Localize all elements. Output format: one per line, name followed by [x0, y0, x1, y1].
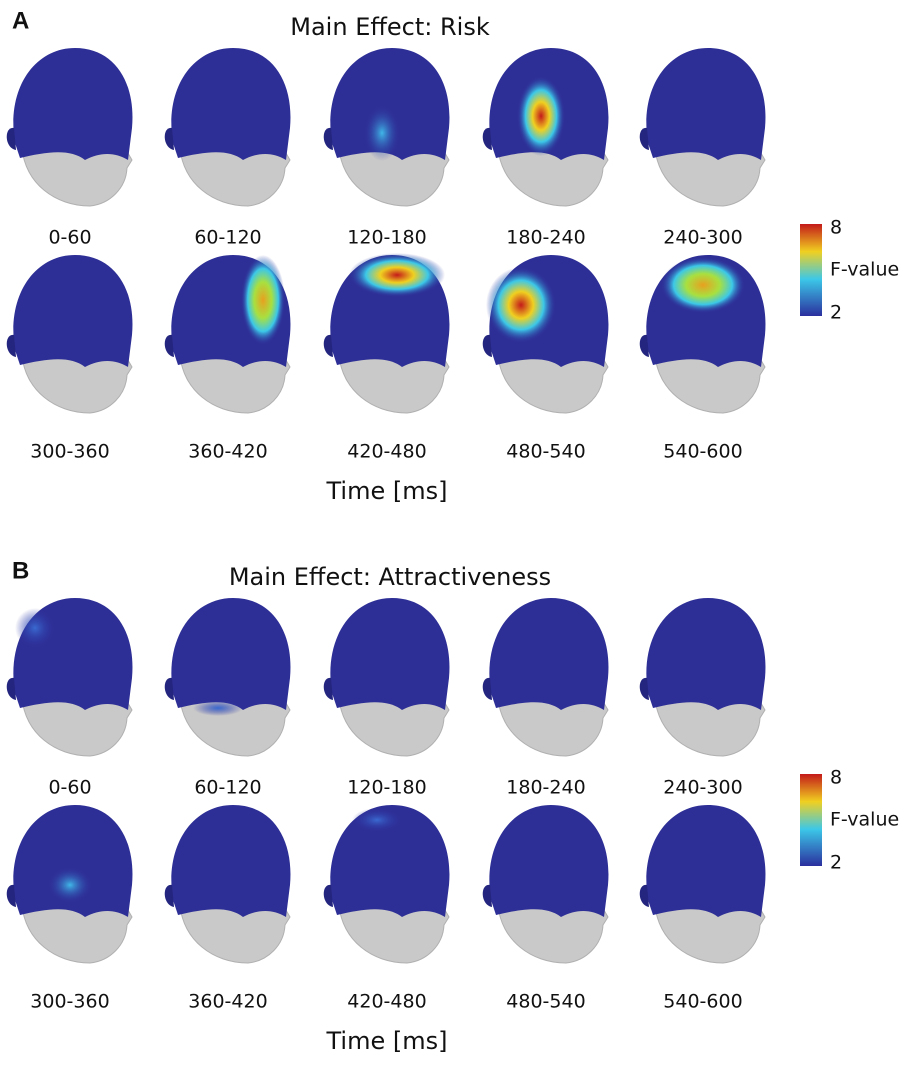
head-scalp	[646, 598, 765, 710]
activation	[241, 255, 285, 345]
head-map	[324, 48, 450, 206]
colorbar-min: 2	[830, 302, 842, 324]
head-face	[655, 905, 765, 963]
head-face	[22, 905, 132, 963]
colorbar	[800, 224, 822, 316]
colorbar-max: 8	[830, 767, 842, 789]
colorbar-max: 8	[830, 217, 842, 239]
head-face	[339, 148, 449, 206]
head-scalp	[646, 805, 765, 917]
axis-label: Time [ms]	[326, 477, 448, 505]
head-face	[180, 148, 290, 206]
head-map	[640, 48, 766, 206]
time-label: 300-360	[30, 991, 109, 1013]
head-scalp	[330, 598, 449, 710]
time-label: 420-480	[347, 441, 426, 463]
head-face	[339, 905, 449, 963]
time-label: 360-420	[188, 991, 267, 1013]
activation	[349, 253, 445, 297]
head-face	[22, 355, 132, 413]
colorbar-label: F-value	[830, 259, 899, 281]
colorbar	[800, 774, 822, 866]
head-map	[324, 253, 450, 413]
activation	[48, 867, 92, 903]
head-face	[339, 355, 449, 413]
colorbar-min: 2	[830, 852, 842, 874]
head-map	[640, 598, 766, 756]
time-label: 240-300	[663, 227, 742, 249]
time-label: 540-600	[663, 991, 742, 1013]
head-map	[640, 805, 766, 963]
head-map	[483, 48, 609, 206]
head-map	[165, 598, 291, 756]
head-face	[339, 698, 449, 756]
time-label: 420-480	[347, 991, 426, 1013]
activation	[661, 257, 745, 313]
axis-label: Time [ms]	[326, 1027, 448, 1055]
panel-letter: A	[12, 7, 29, 34]
activation	[364, 105, 400, 161]
head-face	[180, 905, 290, 963]
time-label: 480-540	[506, 441, 585, 463]
head-map	[165, 255, 291, 413]
head-map	[483, 255, 609, 413]
head-face	[498, 905, 608, 963]
head-face	[180, 355, 290, 413]
time-label: 240-300	[663, 777, 742, 799]
head-scalp	[13, 255, 132, 367]
time-label: 540-600	[663, 441, 742, 463]
activation	[15, 608, 55, 648]
time-label: 60-120	[194, 777, 261, 799]
activation	[517, 76, 565, 156]
head-map	[324, 598, 450, 756]
head-map	[640, 255, 766, 413]
head-map	[165, 805, 291, 963]
panel-letter: B	[12, 557, 29, 584]
panel-title: Main Effect: Risk	[290, 13, 490, 41]
head-map	[483, 805, 609, 963]
time-label: 60-120	[194, 227, 261, 249]
head-face	[498, 148, 608, 206]
panel-title: Main Effect: Attractiveness	[229, 563, 551, 591]
head-map	[324, 805, 450, 963]
time-label: 180-240	[506, 777, 585, 799]
head-map	[165, 48, 291, 206]
figure: A Main Effect: Risk 0-60 60-120 120-180 180-2…	[0, 0, 909, 1064]
head-face	[655, 698, 765, 756]
head-scalp	[171, 48, 290, 160]
head-face	[655, 148, 765, 206]
head-scalp	[171, 598, 290, 710]
time-label: 180-240	[506, 227, 585, 249]
head-map	[7, 805, 133, 963]
head-scalp	[171, 805, 290, 917]
time-label: 0-60	[48, 777, 91, 799]
head-face	[22, 148, 132, 206]
time-label: 0-60	[48, 227, 91, 249]
activation	[352, 808, 402, 832]
time-label: 120-180	[347, 777, 426, 799]
time-label: 120-180	[347, 227, 426, 249]
activation	[486, 267, 556, 343]
head-scalp	[489, 805, 608, 917]
head-scalp	[13, 48, 132, 160]
head-map	[7, 48, 133, 206]
time-label: 300-360	[30, 441, 109, 463]
head-face	[655, 355, 765, 413]
head-face	[22, 698, 132, 756]
head-face	[498, 355, 608, 413]
head-map	[7, 598, 133, 756]
head-map	[7, 255, 133, 413]
head-scalp	[489, 598, 608, 710]
head-scalp	[646, 48, 765, 160]
activation	[193, 700, 243, 716]
time-label: 360-420	[188, 441, 267, 463]
head-map	[483, 598, 609, 756]
time-label: 480-540	[506, 991, 585, 1013]
colorbar-label: F-value	[830, 809, 899, 831]
head-face	[498, 698, 608, 756]
